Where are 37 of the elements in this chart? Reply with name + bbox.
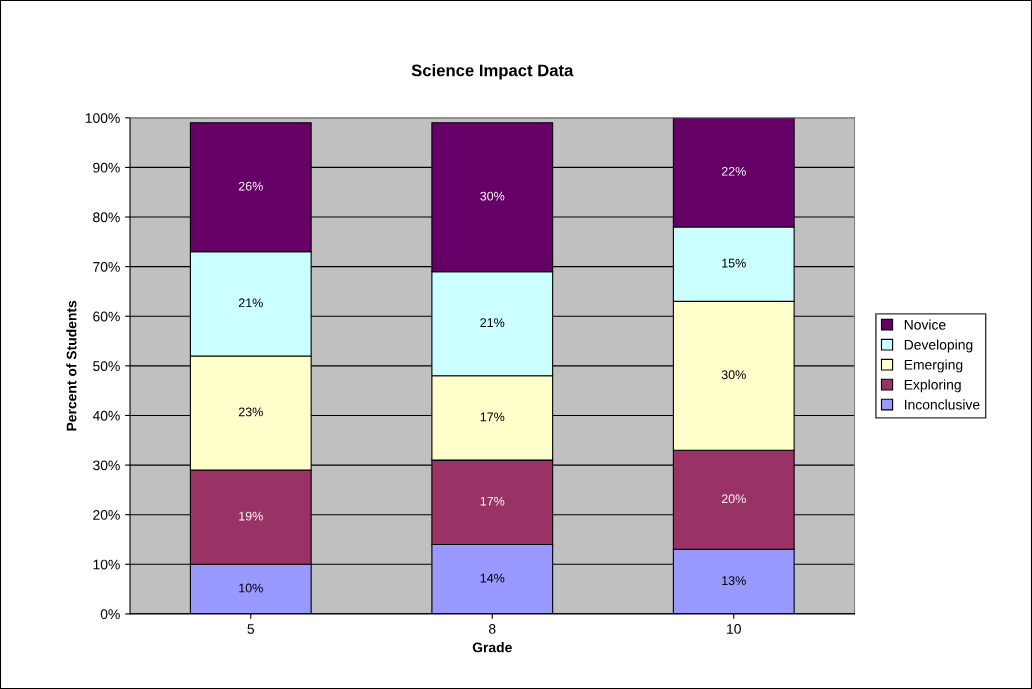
y-tick-label: 30% [93,460,120,471]
data-label: 23% [238,407,263,417]
y-tick-label: 70% [93,261,120,272]
legend-label: Novice [904,319,946,330]
legend-label: Developing [904,339,973,353]
y-axis-title: Percent of Students [66,300,77,431]
data-label: 17% [480,412,505,422]
data-label: 30% [721,370,746,380]
x-tick-label: 8 [489,623,496,634]
x-axis-title: Grade [472,642,512,653]
y-tick-label: 40% [92,410,120,421]
data-label: 20% [721,494,746,504]
data-label: 22% [721,166,746,176]
y-tick-label: 50% [93,361,120,372]
data-label: 15% [722,258,746,268]
y-tick-label: 10% [93,559,120,570]
legend-label: Inconclusive [904,399,980,410]
data-label: 30% [480,191,505,201]
y-tick-label: 90% [93,162,120,173]
legend-label: Emerging [904,359,963,373]
x-tick-label: 10 [727,623,741,634]
y-tick-label: 80% [93,212,120,223]
y-tick-label: 100% [85,113,120,123]
chart-title: Science Impact Data [411,64,574,80]
y-tick-label: 20% [93,510,120,520]
data-label: 14% [480,573,505,583]
legend-label: Exploring [904,379,961,393]
y-tick-label: 60% [93,311,120,322]
data-label: 17% [480,496,505,506]
x-tick-label: 5 [247,624,255,634]
data-label: 21% [238,298,263,308]
y-tick-label: 0% [100,609,120,620]
data-label: 26% [238,181,263,191]
data-label: 10% [239,583,263,593]
data-label: 21% [480,318,505,327]
data-label: 19% [239,511,263,521]
data-label: 13% [722,576,746,586]
